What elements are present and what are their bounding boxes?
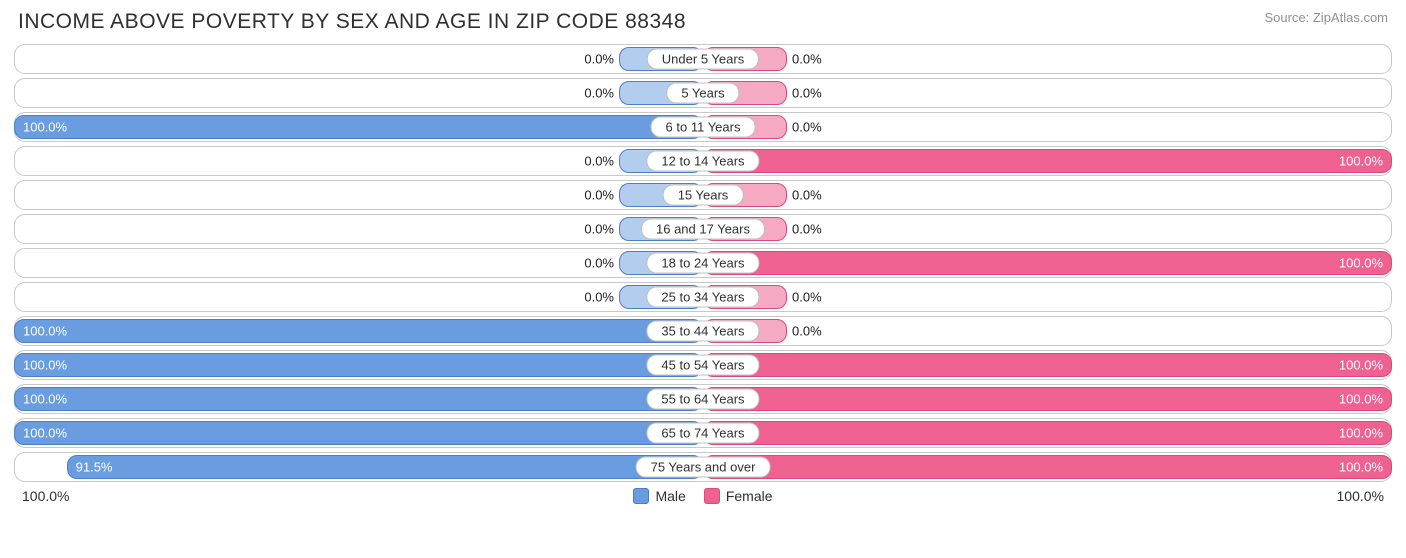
axis-label-right: 100.0%	[1337, 488, 1384, 504]
chart-row: 91.5% 100.0% 75 Years and over	[14, 452, 1392, 482]
age-label: 55 to 64 Years	[646, 389, 759, 410]
legend-item-female: Female	[704, 488, 773, 504]
male-value: 0.0%	[584, 154, 614, 169]
chart-row: 0.0% 0.0% 25 to 34 Years	[14, 282, 1392, 312]
male-bar: 100.0%	[14, 387, 703, 411]
age-label: 6 to 11 Years	[651, 117, 756, 138]
age-label: 65 to 74 Years	[646, 423, 759, 444]
chart-area: 0.0% 0.0% Under 5 Years 0.0% 0.0% 5 Years 100.…	[0, 40, 1406, 482]
chart-row: 100.0% 100.0% 45 to 54 Years	[14, 350, 1392, 380]
male-value: 100.0%	[23, 392, 67, 407]
male-bar: 100.0%	[14, 115, 703, 139]
age-label: Under 5 Years	[647, 49, 759, 70]
female-bar: 100.0%	[703, 251, 1392, 275]
chart-footer: 100.0% Male Female 100.0%	[0, 486, 1406, 504]
female-bar: 100.0%	[703, 455, 1392, 479]
male-bar: 100.0%	[14, 353, 703, 377]
male-value: 100.0%	[23, 324, 67, 339]
chart-source: Source: ZipAtlas.com	[1264, 10, 1388, 25]
legend: Male Female	[633, 488, 772, 504]
male-value: 91.5%	[76, 460, 113, 475]
chart-row: 100.0% 100.0% 55 to 64 Years	[14, 384, 1392, 414]
chart-row: 0.0% 0.0% 5 Years	[14, 78, 1392, 108]
female-value: 0.0%	[792, 290, 822, 305]
male-swatch-icon	[633, 488, 649, 504]
axis-label-left: 100.0%	[22, 488, 69, 504]
female-value: 100.0%	[1339, 154, 1383, 169]
age-label: 16 and 17 Years	[641, 219, 765, 240]
female-value: 100.0%	[1339, 392, 1383, 407]
chart-row: 0.0% 0.0% Under 5 Years	[14, 44, 1392, 74]
legend-female-label: Female	[726, 488, 773, 504]
age-label: 25 to 34 Years	[646, 287, 759, 308]
legend-male-label: Male	[655, 488, 685, 504]
male-value: 0.0%	[584, 86, 614, 101]
chart-row: 0.0% 100.0% 18 to 24 Years	[14, 248, 1392, 278]
age-label: 18 to 24 Years	[646, 253, 759, 274]
legend-item-male: Male	[633, 488, 685, 504]
female-value: 0.0%	[792, 324, 822, 339]
male-value: 100.0%	[23, 358, 67, 373]
male-bar: 100.0%	[14, 319, 703, 343]
female-bar: 100.0%	[703, 421, 1392, 445]
chart-header: INCOME ABOVE POVERTY BY SEX AND AGE IN Z…	[0, 0, 1406, 40]
chart-row: 0.0% 100.0% 12 to 14 Years	[14, 146, 1392, 176]
chart-row: 100.0% 0.0% 6 to 11 Years	[14, 112, 1392, 142]
chart-row: 100.0% 0.0% 35 to 44 Years	[14, 316, 1392, 346]
male-value: 0.0%	[584, 52, 614, 67]
chart-row: 0.0% 0.0% 16 and 17 Years	[14, 214, 1392, 244]
female-value: 0.0%	[792, 188, 822, 203]
female-value: 100.0%	[1339, 426, 1383, 441]
chart-row: 0.0% 0.0% 15 Years	[14, 180, 1392, 210]
female-value: 100.0%	[1339, 460, 1383, 475]
female-value: 100.0%	[1339, 256, 1383, 271]
female-value: 0.0%	[792, 86, 822, 101]
female-value: 0.0%	[792, 222, 822, 237]
female-bar: 100.0%	[703, 149, 1392, 173]
age-label: 5 Years	[666, 83, 739, 104]
male-value: 100.0%	[23, 426, 67, 441]
female-value: 0.0%	[792, 120, 822, 135]
chart-title: INCOME ABOVE POVERTY BY SEX AND AGE IN Z…	[18, 10, 686, 34]
male-value: 0.0%	[584, 188, 614, 203]
male-bar: 91.5%	[67, 455, 703, 479]
female-bar: 100.0%	[703, 387, 1392, 411]
female-swatch-icon	[704, 488, 720, 504]
female-value: 0.0%	[792, 52, 822, 67]
male-value: 0.0%	[584, 290, 614, 305]
age-label: 12 to 14 Years	[646, 151, 759, 172]
male-value: 0.0%	[584, 222, 614, 237]
age-label: 15 Years	[663, 185, 744, 206]
male-bar: 100.0%	[14, 421, 703, 445]
female-bar: 100.0%	[703, 353, 1392, 377]
male-value: 0.0%	[584, 256, 614, 271]
age-label: 75 Years and over	[636, 457, 771, 478]
chart-row: 100.0% 100.0% 65 to 74 Years	[14, 418, 1392, 448]
age-label: 35 to 44 Years	[646, 321, 759, 342]
male-value: 100.0%	[23, 120, 67, 135]
female-value: 100.0%	[1339, 358, 1383, 373]
age-label: 45 to 54 Years	[646, 355, 759, 376]
